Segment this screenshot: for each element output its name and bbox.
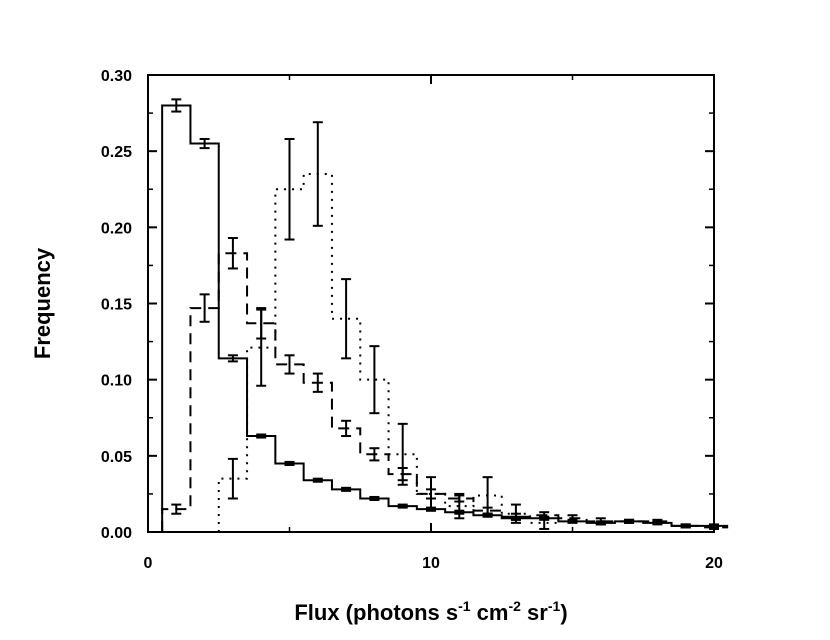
error-bar [369,447,380,462]
y-tick-label: 0.10 [101,373,132,390]
error-bar [256,308,267,387]
error-bar [567,514,578,523]
error-bar [709,524,719,530]
x-axis-title-superscript: -2 [508,598,521,614]
error-bar [426,476,436,512]
x-tick-label: 20 [705,555,723,572]
x-axis-title: Flux (photons s-1 cm-2 sr-1) [294,598,567,625]
error-bar [227,236,238,270]
x-axis-title-segment: sr [521,600,548,625]
x-tick-label: 0 [144,555,153,572]
error-bar [369,345,380,415]
series-solid-step-line [161,104,729,532]
error-bar [171,503,182,515]
error-bar [284,354,295,375]
series-solid [161,98,729,532]
x-axis-title-superscript: -1 [548,598,561,614]
y-axis-title: Frequency [30,247,55,359]
error-bar [341,278,352,360]
error-bar [454,492,465,520]
y-tick-label: 0.00 [101,525,132,542]
y-tick-label: 0.15 [101,297,132,314]
x-axis-title-base: Flux (photons s [294,600,458,625]
error-bar [595,517,606,526]
series-dotted-step-line [217,173,559,532]
error-bar [312,372,323,393]
y-tick-label: 0.25 [101,144,132,161]
error-bar [510,503,521,524]
x-axis-title-segment: ) [560,600,567,625]
error-bar [199,293,210,323]
x-tick-label: 10 [422,555,440,572]
y-tick-label: 0.30 [101,68,132,85]
x-axis-title-segment: cm [471,600,509,625]
series-dashed-step-line [161,252,729,532]
error-bar [652,518,663,524]
error-bar [284,137,295,241]
error-bar [312,121,323,227]
error-bar [624,518,635,524]
error-bar [680,523,691,529]
error-bar [312,477,323,483]
error-bar [284,460,295,466]
y-tick-label: 0.20 [101,220,132,237]
error-bar [397,422,408,486]
error-bar [539,515,550,530]
error-bar [397,503,408,509]
error-bar [482,476,493,515]
error-bar [341,486,352,492]
y-tick-label: 0.05 [101,449,132,466]
error-bar [341,419,352,438]
error-bar [256,433,267,439]
error-bar [227,354,238,363]
error-bar [227,457,238,500]
x-axis-title-superscript: -1 [458,598,471,614]
error-bar [369,495,380,502]
error-bar [171,98,182,113]
error-bar [199,137,210,150]
series-dotted [217,121,559,532]
